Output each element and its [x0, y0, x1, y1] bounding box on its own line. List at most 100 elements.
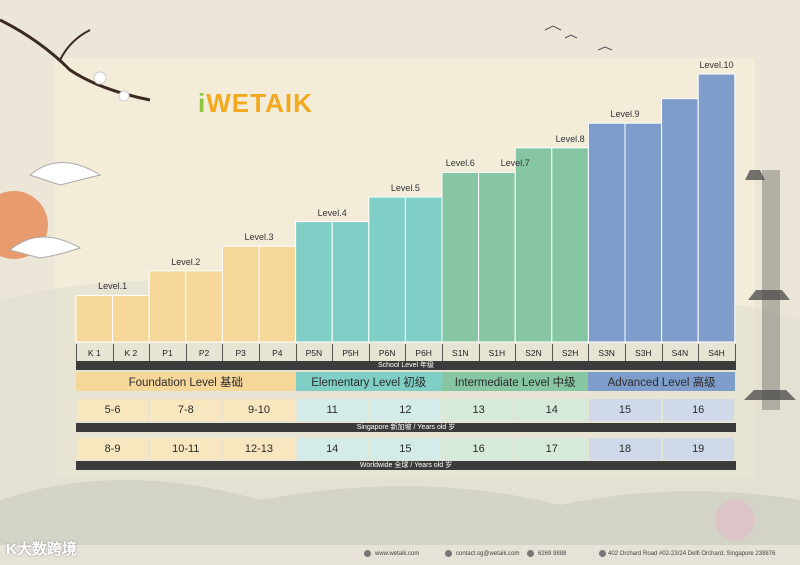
school-level-code: S1H: [488, 348, 506, 358]
column-tick: [185, 344, 187, 361]
school-level-code: S4N: [671, 348, 689, 358]
worldwide-age-cell: 17: [516, 438, 588, 460]
email-icon: [445, 550, 452, 557]
level-label: Level.10: [699, 60, 734, 70]
worldwide-age-cell: 12-13: [223, 438, 295, 460]
column-tick: [295, 344, 297, 361]
school-level-code: P2: [198, 348, 210, 358]
school-level-code: P5H: [342, 348, 359, 358]
singapore-age-cell: 13: [443, 399, 515, 421]
level-step-P3: [221, 245, 260, 343]
level-label: Level.6: [445, 158, 475, 169]
level-step-P5H: [331, 221, 370, 343]
worldwide-age-cell: 14: [296, 438, 368, 460]
column-tick: [588, 344, 590, 361]
level-step-P6N: [368, 196, 406, 343]
watermark-logo: K大数跨境: [6, 541, 77, 558]
school-level-code: P6N: [378, 348, 396, 358]
singapore-age-cell: 12: [369, 399, 441, 421]
school-level-code: K 2: [124, 348, 138, 358]
level-step-K 1: [75, 294, 114, 343]
column-tick: [76, 344, 77, 361]
column-tick: [661, 344, 663, 361]
footer-email[interactable]: contact.sg@wetaik.com: [456, 551, 520, 557]
stage-band-advanced: Advanced Level 高级: [588, 372, 735, 391]
singapore-age-cell: 11: [296, 399, 368, 421]
column-tick: [222, 344, 224, 361]
school-level-code: S3N: [598, 348, 615, 358]
school-level-code: P4: [272, 348, 283, 358]
school-level-code: S3H: [635, 348, 652, 358]
column-tick: [442, 344, 443, 361]
level-step-S4H: [697, 73, 736, 343]
worldwide-age-cell: 18: [589, 438, 661, 460]
stage-band-intermediate: Intermediate Level 中级: [442, 372, 589, 391]
singapore-age-cell: 15: [589, 399, 661, 421]
wetaik-logo: iWETAIK: [198, 88, 313, 118]
phone-icon: [527, 550, 534, 557]
singapore-age-cell: 16: [662, 399, 734, 421]
column-tick: [551, 344, 553, 361]
column-tick: [149, 344, 151, 361]
level-label: Level.3: [244, 232, 274, 243]
level-label: Level.4: [317, 207, 347, 218]
singapore-age-cell: 9-10: [223, 399, 295, 421]
level-step-S1N: [441, 171, 480, 343]
level-label: Level.9: [610, 109, 640, 120]
column-tick: [112, 344, 114, 361]
level-label: Level.1: [98, 281, 128, 292]
school-level-code: P3: [235, 348, 246, 358]
globe-icon: [364, 550, 371, 557]
level-step-K 2: [112, 294, 150, 343]
level-step-S2N: [514, 147, 553, 343]
level-step-S1H: [478, 171, 516, 343]
singapore-age-cell: 7-8: [150, 399, 222, 421]
footer-address: 402 Orchard Road #02-23/24 Delfi Orchard…: [608, 551, 776, 557]
school-level-code: S1N: [452, 348, 469, 358]
school-level-bar: School Level 年级: [76, 361, 736, 370]
column-tick: [332, 344, 334, 361]
level-step-P4: [258, 245, 297, 343]
column-tick: [734, 344, 736, 361]
school-level-code: P5N: [305, 348, 323, 358]
level-label: Level.7: [500, 158, 530, 169]
column-tick: [405, 344, 407, 361]
column-tick: [625, 344, 626, 361]
level-step-S3N: [587, 122, 626, 343]
level-step-S3H: [624, 122, 663, 343]
worldwide-age-cell: 15: [369, 438, 441, 460]
column-tick: [478, 344, 480, 361]
column-tick: [515, 344, 517, 361]
school-level-code: K 1: [87, 348, 101, 358]
school-level-code: S2H: [561, 348, 579, 358]
level-step-P2: [185, 270, 223, 343]
school-level-code: S4H: [708, 348, 725, 358]
level-step-S2H: [551, 147, 589, 343]
school-level-code: S2N: [525, 348, 542, 358]
level-label: Level.8: [555, 133, 585, 144]
school-level-code: P1: [162, 348, 173, 358]
singapore-age-cell: 5-6: [77, 399, 149, 421]
level-step-P6H: [404, 196, 443, 343]
worldwide-age-cell: 10-11: [150, 438, 222, 460]
column-tick: [698, 344, 700, 361]
singapore-age-cell: 14: [516, 399, 588, 421]
worldwide-age-bar: Worldwide 全球 / Years old 岁: [76, 461, 736, 470]
level-step-P1: [148, 270, 187, 343]
level-label: Level.2: [171, 256, 201, 267]
worldwide-age-cell: 19: [662, 438, 734, 460]
footer-phone: 6269 9888: [538, 551, 567, 557]
stage-band-elementary: Elementary Level 初级: [295, 372, 442, 391]
level-step-P5N: [295, 221, 333, 343]
school-level-code: P6H: [415, 348, 432, 358]
worldwide-age-cell: 16: [443, 438, 515, 460]
stage-band-foundation: Foundation Level 基础: [76, 372, 296, 391]
location-icon: [599, 550, 606, 557]
level-label: Level.5: [390, 183, 420, 193]
footer-website[interactable]: www.wetaik.com: [375, 551, 420, 557]
column-tick: [368, 344, 370, 361]
column-tick: [259, 344, 260, 361]
